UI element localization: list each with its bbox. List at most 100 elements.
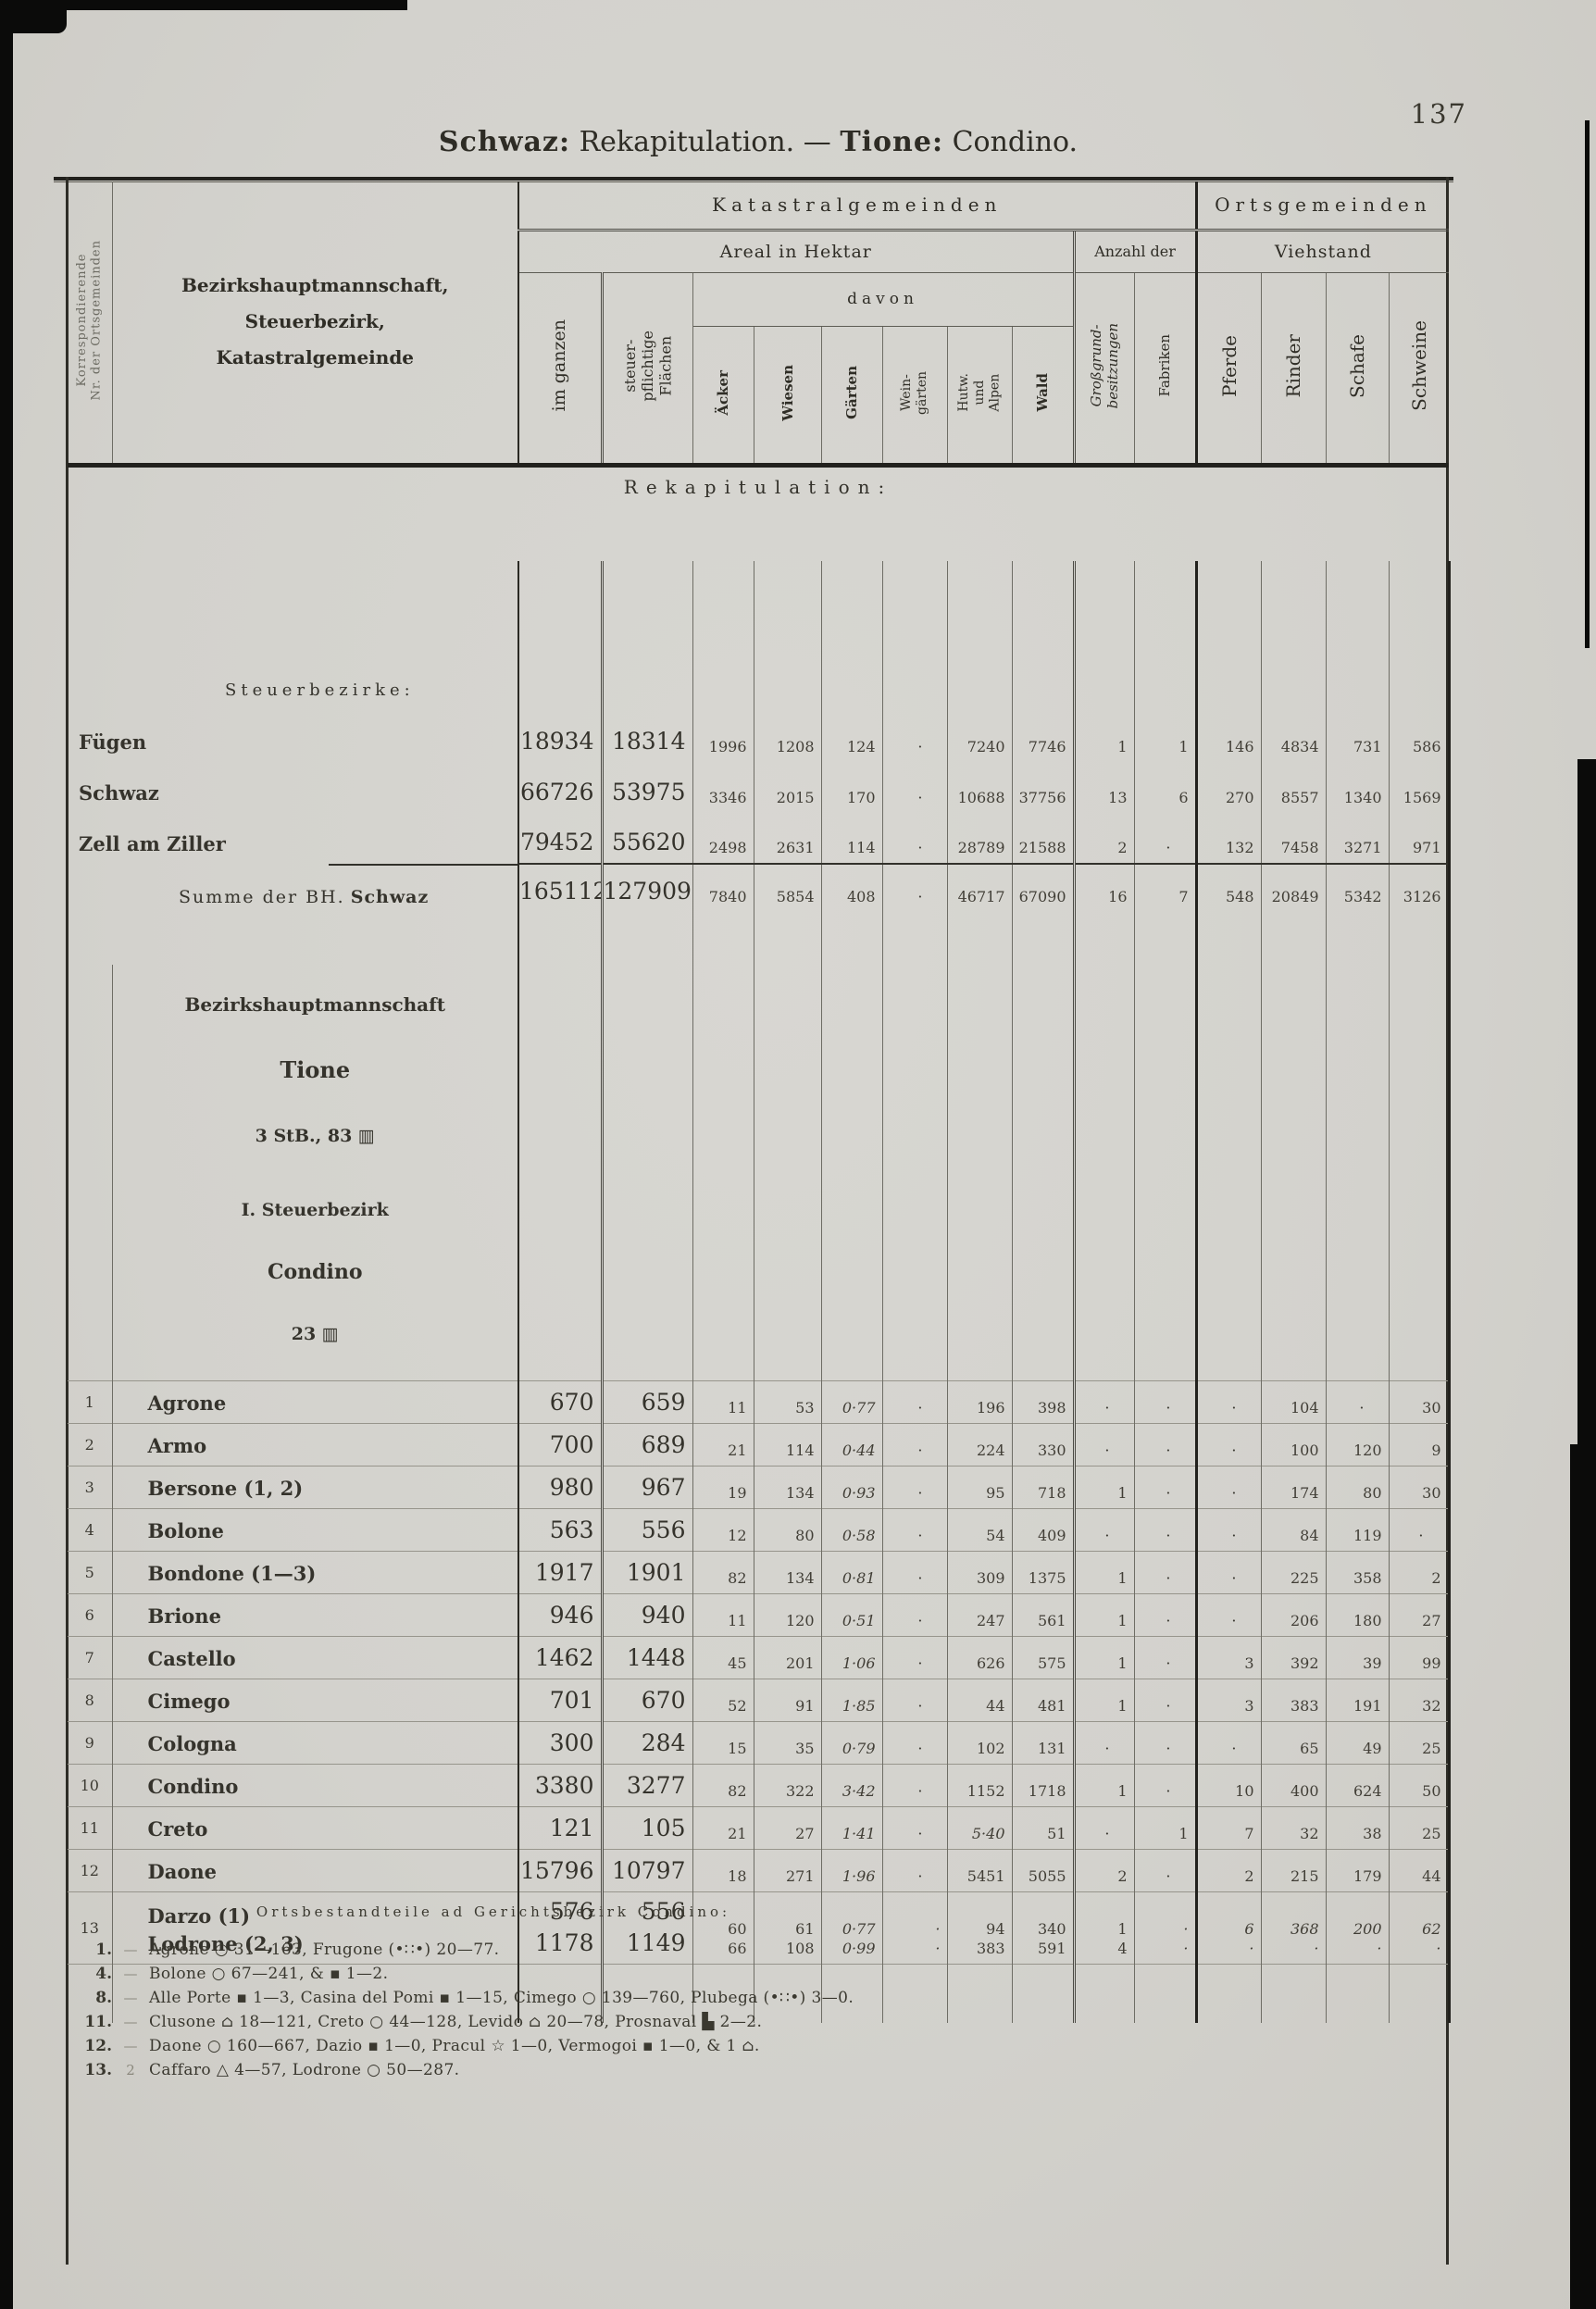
cell-weingaerten: ·: [882, 1805, 948, 1850]
cell-weingaerten: [882, 965, 948, 1381]
cell-weingaerten: ·: [882, 863, 948, 920]
row-number: 1: [68, 1379, 113, 1424]
col-grossgrund: Großgrund- besitzungen: [1074, 272, 1135, 465]
page-number: 137: [1410, 98, 1467, 130]
cell-wald: 5055: [1012, 1848, 1076, 1892]
row-number: [68, 965, 113, 1381]
cell-hutweiden_alpen: 44: [947, 1678, 1013, 1722]
cell-fabriken: ·: [1134, 1465, 1198, 1509]
cell-rinder: 368 ·: [1261, 1891, 1327, 1965]
cell-grossgrund: 1: [1074, 1550, 1135, 1594]
cell-steuerpflichtig: 1901: [602, 1550, 693, 1594]
scan-edge-topleft-corner: [0, 0, 67, 33]
cell-grossgrund: ·: [1074, 1507, 1135, 1552]
cell-grossgrund: [1074, 1963, 1135, 2023]
cell-weingaerten: · ·: [882, 1891, 948, 1965]
cell-pferde: ·: [1196, 1422, 1262, 1467]
cell-aecker: 7840: [692, 863, 754, 920]
cell-aecker: 52: [692, 1678, 754, 1722]
rekapitulation-table: Steuerbezirke: Fügen 18934 18314 1996 1208 12…: [68, 561, 1451, 967]
col-wald: Wald: [1012, 326, 1076, 465]
row-number: 9: [68, 1720, 113, 1765]
cell-steuerpflichtig: 556: [602, 1507, 693, 1552]
rekap-sum-row: Summe der BH. Schwaz 165112 127909 7840 585…: [68, 863, 1451, 920]
footnote-number: 8.: [95, 1989, 112, 2007]
title-tione: Tione:: [840, 126, 944, 158]
cell-hutweiden_alpen: 196: [947, 1379, 1013, 1424]
cell-grossgrund: 1: [1074, 1763, 1135, 1807]
row-name: Castello: [112, 1635, 519, 1679]
cell-aecker: [692, 561, 754, 711]
cell-hutweiden_alpen: 10688: [947, 762, 1013, 813]
cell-schafe: ·: [1326, 1379, 1390, 1424]
cell-grossgrund: ·: [1074, 1422, 1135, 1467]
col-steuerpflichtig: steuer- pflichtige Flächen: [602, 272, 693, 465]
bh-label: Bezirkshauptmannschaft: [184, 993, 445, 1017]
cell-hutweiden_alpen: 309: [947, 1550, 1013, 1594]
cell-pferde: [1196, 965, 1262, 1381]
cell-wald: 481: [1012, 1678, 1076, 1722]
cell-im_ganzen: 15796: [518, 1848, 604, 1892]
table-row: 6 Brione 946 940 11 120 0·51 · 247 561 1 · · 206 180 27: [68, 1592, 1451, 1637]
cell-rinder: 20849: [1261, 863, 1327, 920]
cell-schweine: 50: [1389, 1763, 1451, 1807]
cell-pferde: ·: [1196, 1379, 1262, 1424]
corr-nr-header: Korrespondierende Nr. der Ortsgemeinden: [68, 181, 113, 465]
cell-gaerten: 0·77: [821, 1379, 883, 1424]
cell-weingaerten: ·: [882, 1848, 948, 1892]
cell-gaerten: 1·06: [821, 1635, 883, 1679]
cell-aecker: 1996: [692, 711, 754, 762]
footnote-text: Agrone ○ 31—163, Frugone (•∷•) 20—77.: [149, 1941, 500, 1959]
cell-fabriken: [1134, 1963, 1198, 2023]
cell-schafe: 49: [1326, 1720, 1390, 1765]
cell-fabriken: ·: [1134, 1422, 1198, 1467]
footnote-number: 13.: [84, 2061, 112, 2079]
row-number: 12: [68, 1848, 113, 1892]
cell-weingaerten: [882, 920, 948, 967]
row-name: Bondone (1—3): [112, 1550, 519, 1594]
cell-pferde: ·: [1196, 1550, 1262, 1594]
cell-aecker: 15: [692, 1720, 754, 1765]
katastralgemeinden-header: Katastralgemeinden: [518, 181, 1198, 231]
cell-steuerpflichtig: [602, 965, 693, 1381]
col-wiesen: Wiesen: [754, 326, 822, 465]
stb-name: Condino: [267, 1259, 363, 1284]
cell-fabriken: 6: [1134, 762, 1198, 813]
scan-edge-right-thin: [1585, 120, 1590, 648]
cell-wiesen: 35: [754, 1720, 822, 1765]
cell-fabriken: ·: [1134, 1379, 1198, 1424]
row-name: Condino: [112, 1763, 519, 1807]
cell-im_ganzen: 300: [518, 1720, 604, 1765]
col-schafe: Schafe: [1326, 272, 1390, 465]
cell-im_ganzen: [518, 561, 604, 711]
cell-wiesen: 201: [754, 1635, 822, 1679]
cell-aecker: 82: [692, 1550, 754, 1594]
footnote-line: 12. — Daone ○ 160—667, Dazio ▪ 1—0, Pracul…: [68, 2037, 1178, 2061]
cell-schweine: 25: [1389, 1720, 1451, 1765]
cell-fabriken: ·: [1134, 1507, 1198, 1552]
rekapitulation-heading: Rekapitulation:: [623, 476, 893, 498]
davon-header: davon: [692, 272, 1076, 327]
cell-grossgrund: 1: [1074, 1465, 1135, 1509]
cell-wiesen: 61 108: [754, 1891, 822, 1965]
condino-table: Bezirkshauptmannschaft Tione 3 StB., 83 …: [68, 965, 1451, 2023]
cell-schweine: [1389, 561, 1451, 711]
cell-hutweiden_alpen: 28789: [947, 813, 1013, 864]
cell-schafe: 179: [1326, 1848, 1390, 1892]
cell-schweine: [1389, 965, 1451, 1381]
cell-wald: 1718: [1012, 1763, 1076, 1807]
cell-schafe: 191: [1326, 1678, 1390, 1722]
cell-im_ganzen: [518, 965, 604, 1381]
cell-pferde: 2: [1196, 1848, 1262, 1892]
cell-schafe: 731: [1326, 711, 1390, 762]
scan-edge-left: [0, 0, 13, 2309]
row-number: 5: [68, 1550, 113, 1594]
row-number: 13: [68, 1891, 113, 1965]
cell-gaerten: [821, 920, 883, 967]
cell-grossgrund: 1: [1074, 1592, 1135, 1637]
cell-hutweiden_alpen: 7240: [947, 711, 1013, 762]
cell-rinder: 206: [1261, 1592, 1327, 1637]
row-name: Fügen: [68, 711, 519, 762]
cell-grossgrund: 1: [1074, 1635, 1135, 1679]
cell-steuerpflichtig: 689: [602, 1422, 693, 1467]
